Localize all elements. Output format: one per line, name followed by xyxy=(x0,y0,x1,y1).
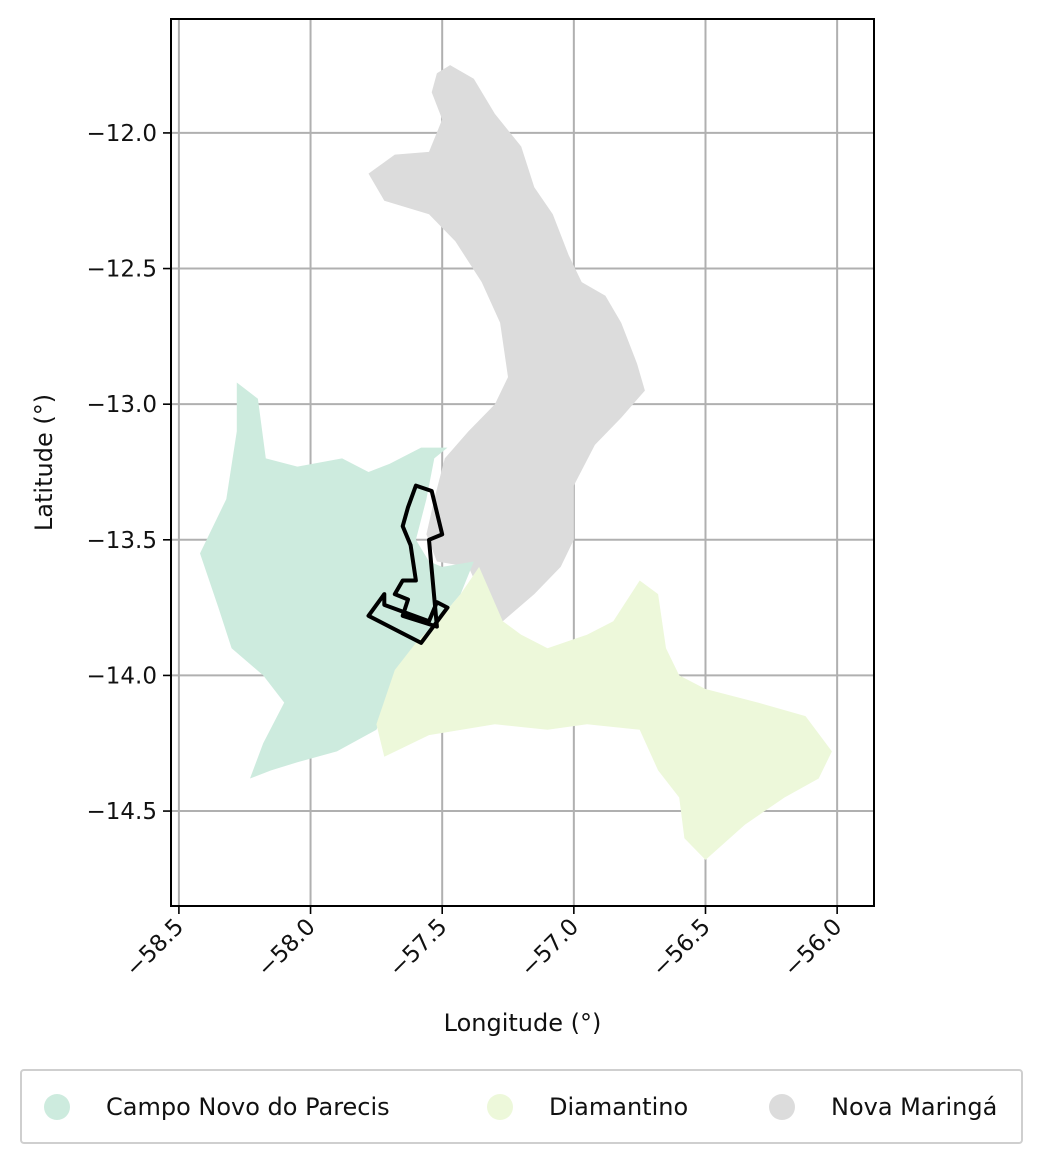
map-chart: −58.5 −58.0 −57.5 −57.0 −56.5 −56.0 −12.0 −12.5… xyxy=(30,18,875,1037)
y-tick-label-3: −13.5 xyxy=(87,528,157,554)
x-tick-label-1: −58.0 xyxy=(253,914,321,982)
legend: Campo Novo do Parecis Diamantino Nova Ma… xyxy=(20,1069,1023,1144)
x-axis-label: Longitude (°) xyxy=(444,1009,602,1037)
y-tick-label-0: −12.0 xyxy=(87,121,157,147)
y-tick-label-1: −12.5 xyxy=(87,257,157,283)
outline-part-0 xyxy=(392,483,445,629)
outline-part-1 xyxy=(366,592,450,645)
x-tick-label-5: −56.0 xyxy=(779,914,847,982)
y-tick-label-4: −14.0 xyxy=(87,663,157,689)
study-area-outline xyxy=(366,483,450,645)
region-nova-maring- xyxy=(368,65,645,622)
y-tick-label-2: −13.0 xyxy=(87,392,157,418)
legend-label-campo-novo: Campo Novo do Parecis xyxy=(106,1092,390,1121)
y-axis-label: Latitude (°) xyxy=(30,394,58,531)
axes-frame xyxy=(170,18,875,907)
legend-marker-nova-maringa xyxy=(769,1093,795,1120)
region-diamantino xyxy=(376,566,832,860)
x-tick-label-2: −57.5 xyxy=(384,914,452,982)
legend-item-campo-novo: Campo Novo do Parecis xyxy=(44,1071,390,1142)
x-tick-label-4: −56.5 xyxy=(648,914,716,982)
region-campo-novo-do-parecis xyxy=(200,382,474,779)
legend-label-diamantino: Diamantino xyxy=(549,1092,689,1121)
legend-marker-diamantino xyxy=(487,1093,513,1120)
legend-marker-campo-novo xyxy=(44,1093,70,1120)
y-tick-label-5: −14.5 xyxy=(87,799,157,825)
x-tick-label-0: −58.5 xyxy=(121,914,189,982)
legend-label-nova-maringa: Nova Maringá xyxy=(831,1092,998,1121)
legend-item-nova-maringa: Nova Maringá xyxy=(769,1071,997,1142)
region-polygons xyxy=(200,65,832,860)
x-tick-label-3: −57.0 xyxy=(516,914,584,982)
legend-item-diamantino: Diamantino xyxy=(487,1071,688,1142)
